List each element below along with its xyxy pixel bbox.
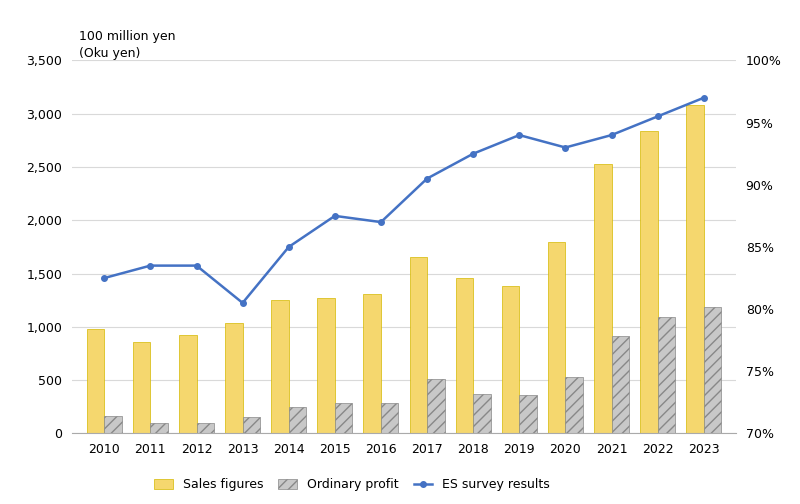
ES survey results xyxy=(284,244,294,250)
Legend: Sales figures, Ordinary profit, ES survey results: Sales figures, Ordinary profit, ES surve… xyxy=(150,475,554,495)
Bar xyxy=(381,403,398,433)
ES survey results xyxy=(561,145,570,151)
Bar xyxy=(335,403,352,433)
ES survey results xyxy=(330,213,340,219)
Bar xyxy=(658,318,675,433)
Text: 100 million yen
(Oku yen): 100 million yen (Oku yen) xyxy=(78,30,175,60)
Bar xyxy=(225,323,242,433)
Bar xyxy=(611,337,629,433)
ES survey results xyxy=(422,175,432,181)
Bar xyxy=(104,416,122,433)
ES survey results xyxy=(653,113,662,119)
ES survey results xyxy=(238,300,247,306)
Bar xyxy=(133,342,150,433)
Line: ES survey results: ES survey results xyxy=(102,95,706,306)
Bar xyxy=(179,335,197,433)
Bar xyxy=(410,257,427,433)
Bar xyxy=(197,423,214,433)
Bar xyxy=(150,423,168,433)
Bar xyxy=(548,241,566,433)
ES survey results xyxy=(606,132,616,138)
Bar xyxy=(289,407,306,433)
Bar xyxy=(704,306,722,433)
ES survey results xyxy=(699,95,709,101)
ES survey results xyxy=(514,132,524,138)
Bar xyxy=(502,286,519,433)
Bar xyxy=(427,379,445,433)
Bar xyxy=(519,395,537,433)
Bar xyxy=(456,278,473,433)
Bar xyxy=(640,131,658,433)
Bar xyxy=(594,164,611,433)
Bar xyxy=(566,377,583,433)
Bar xyxy=(271,300,289,433)
ES survey results xyxy=(146,263,155,269)
ES survey results xyxy=(192,263,202,269)
Bar xyxy=(473,394,490,433)
Bar xyxy=(686,105,704,433)
Bar xyxy=(363,294,381,433)
ES survey results xyxy=(376,219,386,225)
Bar xyxy=(86,329,104,433)
ES survey results xyxy=(468,151,478,157)
Bar xyxy=(242,417,260,433)
ES survey results xyxy=(99,275,109,281)
Bar xyxy=(318,298,335,433)
